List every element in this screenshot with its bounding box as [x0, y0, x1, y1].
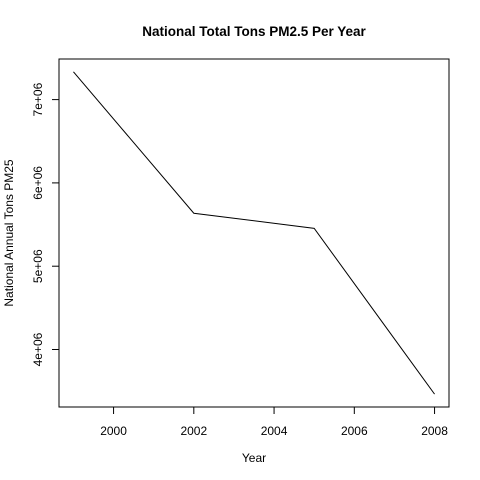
x-tick-label: 2000: [100, 424, 127, 438]
y-tick-label: 6e+06: [31, 166, 45, 200]
x-tick-label: 2004: [261, 424, 288, 438]
x-tick-label: 2006: [341, 424, 368, 438]
y-axis: 4e+06 5e+06 6e+06 7e+06: [31, 82, 60, 366]
y-axis-label: National Annual Tons PM25: [2, 159, 16, 307]
y-tick-label: 7e+06: [31, 82, 45, 116]
x-axis-label: Year: [242, 451, 266, 465]
y-tick-label: 4e+06: [31, 332, 45, 366]
y-tick-label: 5e+06: [31, 249, 45, 283]
series-line: [73, 71, 435, 395]
chart-title: National Total Tons PM2.5 Per Year: [142, 24, 366, 39]
x-tick-label: 2008: [421, 424, 448, 438]
x-axis: 2000 2002 2004 2006 2008: [100, 406, 448, 438]
series-group: [73, 71, 435, 395]
plot-frame: [58, 58, 450, 408]
x-tick-label: 2002: [180, 424, 207, 438]
